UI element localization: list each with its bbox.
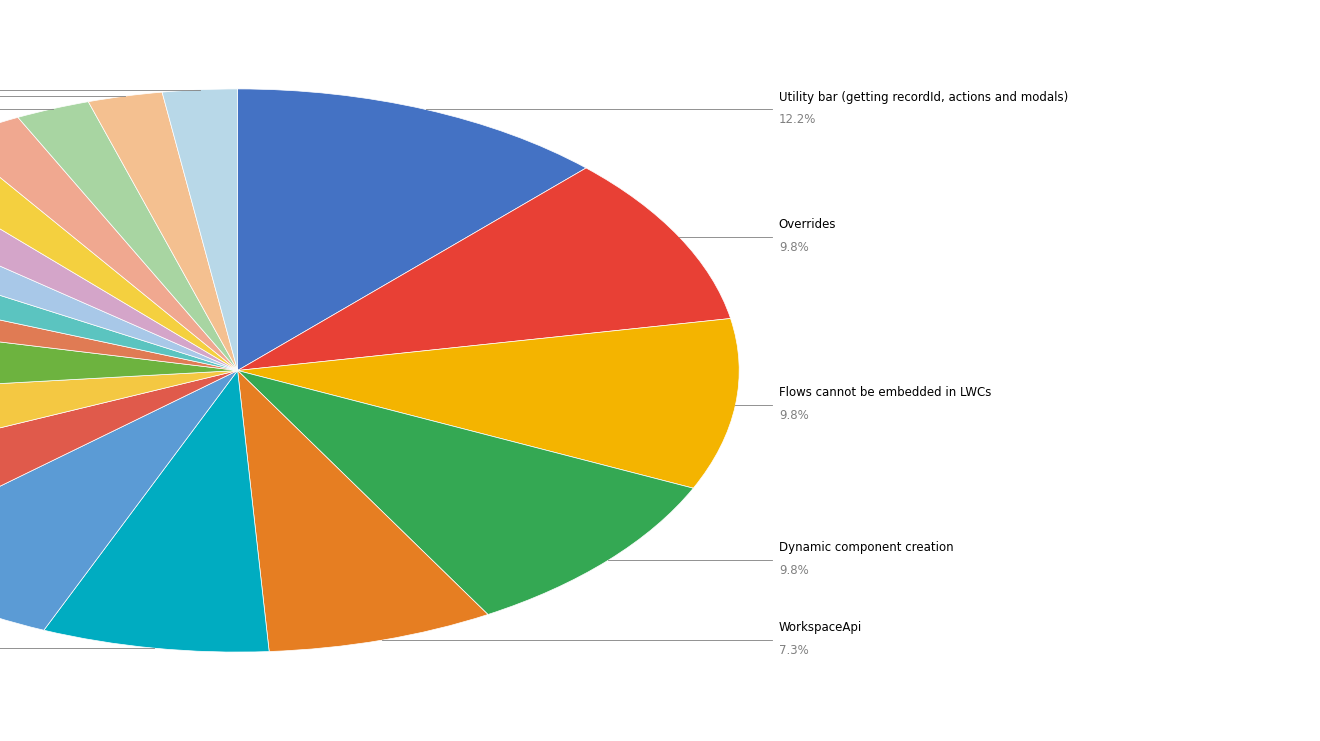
Wedge shape [238,319,739,488]
Text: WorkspaceApi: WorkspaceApi [779,621,862,634]
Wedge shape [0,197,238,370]
Text: Dynamic component creation: Dynamic component creation [779,542,953,554]
Text: 9.8%: 9.8% [779,241,809,253]
Text: Utility bar (getting recordId, actions and modals): Utility bar (getting recordId, actions a… [779,90,1068,104]
Wedge shape [0,311,238,398]
Wedge shape [0,165,238,370]
Text: 9.8%: 9.8% [779,409,809,422]
Wedge shape [0,139,238,370]
Text: Overrides: Overrides [779,218,837,231]
Wedge shape [18,102,238,370]
Wedge shape [0,370,238,482]
Text: Flows cannot be embedded in LWCs: Flows cannot be embedded in LWCs [779,386,991,399]
Wedge shape [238,168,730,370]
Text: 7.3%: 7.3% [779,644,809,657]
Wedge shape [0,270,238,370]
Text: 12.2%: 12.2% [779,113,816,126]
Wedge shape [88,92,238,370]
Wedge shape [162,89,238,370]
Wedge shape [0,232,238,370]
Wedge shape [238,370,488,651]
Wedge shape [0,117,238,370]
Wedge shape [0,370,238,630]
Wedge shape [44,370,269,652]
Text: 9.8%: 9.8% [779,564,809,577]
Wedge shape [0,370,238,555]
Wedge shape [238,89,586,370]
Wedge shape [238,370,693,614]
